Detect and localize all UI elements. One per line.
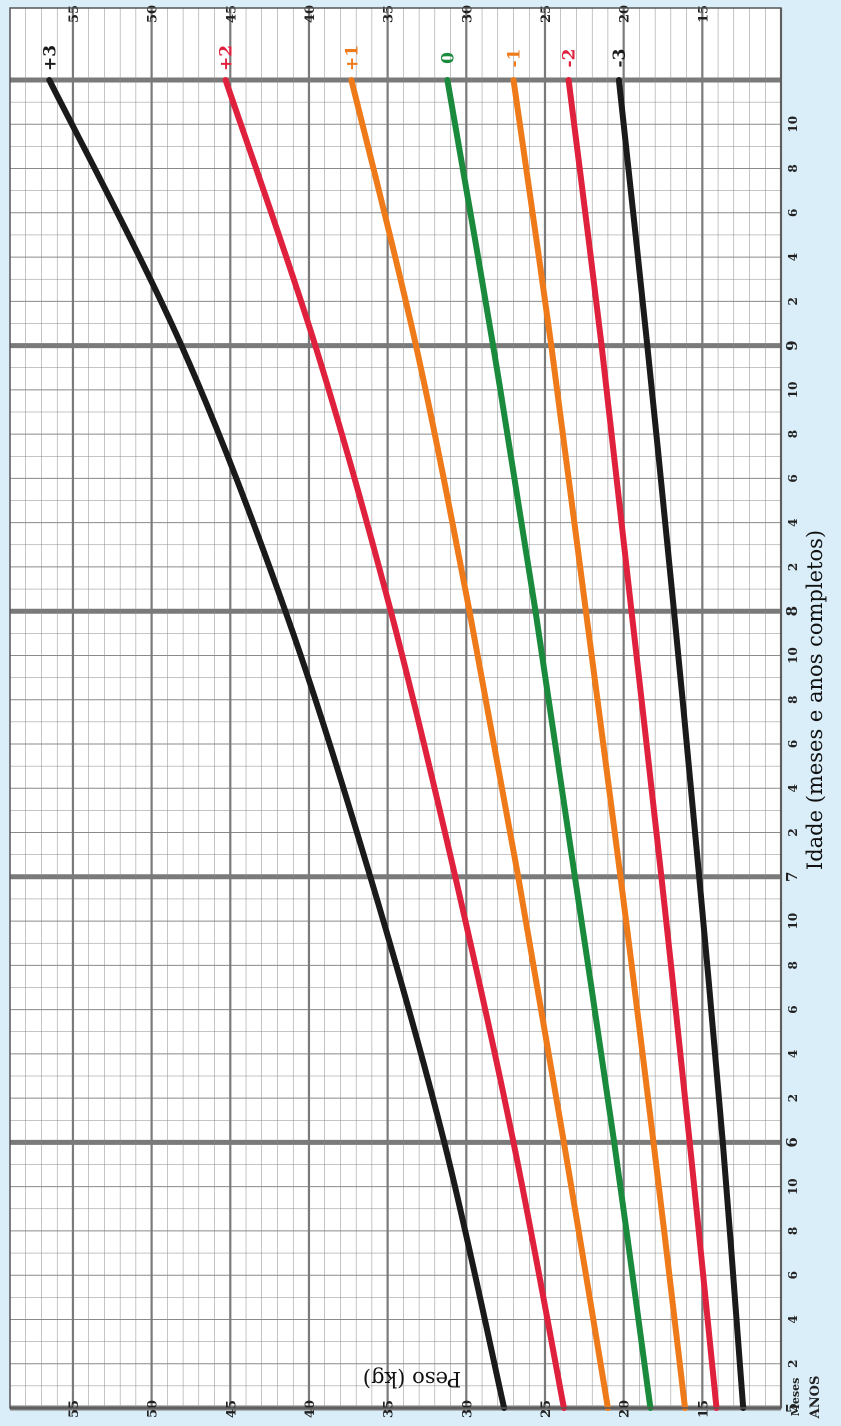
year-tick-label: 6 <box>783 1137 801 1147</box>
y-tick-label-top: 50 <box>146 5 161 23</box>
tick-labels: 1515202025253030353540404545505055555678… <box>67 5 801 1418</box>
month-tick-label: 6 <box>786 740 800 748</box>
month-tick-label: 6 <box>786 474 800 482</box>
month-tick-label: 2 <box>786 1360 800 1368</box>
y-tick-label-bottom: 25 <box>539 1400 554 1418</box>
curve-plus1 <box>348 77 611 1411</box>
month-tick-label: 2 <box>786 828 800 836</box>
month-tick-label: 2 <box>786 297 800 305</box>
year-tick-label: 8 <box>783 606 801 616</box>
curve-label-plus1: +1 <box>342 45 362 71</box>
month-tick-label: 8 <box>786 430 800 438</box>
corner-label-anos: ANOS <box>808 1376 823 1420</box>
curve-minus3 <box>615 77 747 1411</box>
y-tick-label-bottom: 45 <box>224 1400 239 1418</box>
y-tick-label-top: 40 <box>303 5 318 23</box>
curve-label-plus2: +2 <box>217 45 237 71</box>
y-tick-label-top: 45 <box>224 5 239 23</box>
y-tick-label-top: 25 <box>539 5 554 23</box>
y-axis-title: Peso (kg) <box>363 1367 461 1391</box>
month-tick-label: 8 <box>786 961 800 969</box>
y-tick-label-top: 20 <box>618 5 633 23</box>
month-tick-label: 4 <box>786 784 800 792</box>
y-tick-label-top: 30 <box>460 5 475 23</box>
month-tick-label: 6 <box>786 209 800 217</box>
month-tick-label: 6 <box>786 1271 800 1279</box>
curve-labels: -3 -2 -1 0 +1 +2 +3 <box>40 45 630 71</box>
month-tick-label: 2 <box>786 1094 800 1102</box>
month-tick-label: 6 <box>786 1005 800 1013</box>
month-tick-label: 2 <box>786 563 800 571</box>
y-tick-label-bottom: 40 <box>303 1400 318 1418</box>
month-tick-label: 4 <box>786 253 800 261</box>
y-tick-label-top: 35 <box>382 5 397 23</box>
curve-0 <box>444 77 654 1411</box>
month-tick-label: 4 <box>786 1050 800 1058</box>
month-tick-label: 10 <box>786 1178 800 1195</box>
curve-label-plus3: +3 <box>40 45 60 71</box>
month-tick-label: 8 <box>786 1227 800 1235</box>
year-tick-label: 7 <box>783 872 801 882</box>
plot-area <box>10 8 781 1408</box>
month-tick-label: 8 <box>786 696 800 704</box>
curve-label-minus2: -2 <box>560 49 580 68</box>
y-tick-label-bottom: 20 <box>618 1400 633 1418</box>
grid <box>9 8 783 1411</box>
month-tick-label: 10 <box>786 116 800 133</box>
y-tick-label-bottom: 35 <box>382 1400 397 1418</box>
month-tick-label: 4 <box>786 1315 800 1323</box>
x-axis-title: Idade (meses e anos completos) <box>803 530 827 870</box>
curve-label-0: 0 <box>438 52 458 64</box>
curve-plus3 <box>46 77 508 1411</box>
y-tick-label-bottom: 30 <box>460 1400 475 1418</box>
month-tick-label: 10 <box>786 647 800 664</box>
month-tick-label: 8 <box>786 164 800 172</box>
month-tick-label: 10 <box>786 913 800 930</box>
y-tick-label-bottom: 55 <box>67 1400 82 1418</box>
y-tick-label-bottom: 15 <box>696 1400 711 1418</box>
curves <box>46 77 747 1411</box>
curve-label-minus3: -3 <box>610 49 630 68</box>
y-tick-label-bottom: 50 <box>146 1400 161 1418</box>
month-tick-label: 10 <box>786 382 800 399</box>
year-tick-label: 5 <box>783 1403 801 1413</box>
year-tick-label: 9 <box>783 340 801 350</box>
y-tick-label-top: 55 <box>67 5 82 23</box>
plot-border <box>9 7 782 1409</box>
month-tick-label: 4 <box>786 519 800 527</box>
curve-minus2 <box>565 77 720 1411</box>
curve-minus1 <box>510 77 688 1411</box>
curve-label-minus1: -1 <box>505 49 525 68</box>
curve-plus2 <box>222 77 567 1411</box>
y-tick-label-top: 15 <box>696 5 711 23</box>
corner-label-meses: Meses <box>789 1378 802 1417</box>
